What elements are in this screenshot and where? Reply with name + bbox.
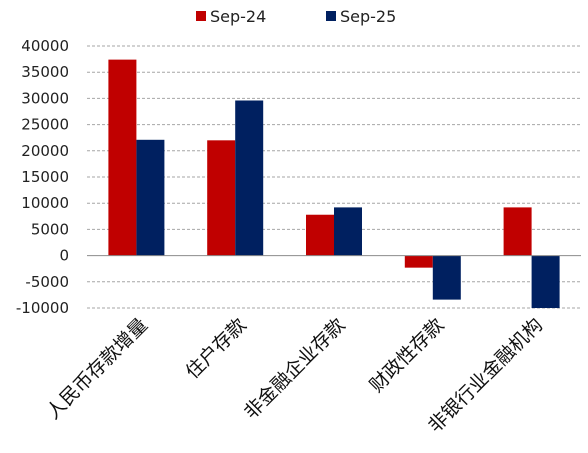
legend-label: Sep-24 [210,7,266,26]
x-category-label: 财政性存款 [366,314,449,397]
y-tick-label: 30000 [21,89,69,107]
bar-sep-24 [306,214,334,256]
bar-sep-25 [136,139,165,256]
y-tick-label: -5000 [25,273,69,291]
x-category-label: 人民币存款增量 [42,314,152,424]
y-tick-label: -10000 [16,299,69,317]
gridlines [87,45,581,309]
bar-sep-25 [334,207,362,256]
bar-sep-24 [207,140,236,256]
legend: Sep-24 Sep-25 [196,7,396,26]
bar-sep-25 [235,100,264,256]
y-axis: -10000 -5000 0 5000 10000 15000 20000 25000 3000… [16,37,69,317]
bar-sep-25 [531,255,560,308]
bar-sep-24 [404,255,433,268]
bars [108,59,560,308]
y-tick-label: 20000 [21,142,69,160]
y-tick-label: 35000 [21,63,69,81]
y-tick-label: 15000 [21,168,69,186]
legend-label: Sep-25 [340,7,396,26]
y-tick-label: 5000 [31,220,69,238]
y-tick-label: 40000 [21,37,69,55]
x-category-label: 住户存款 [181,314,250,383]
bar-sep-25 [432,255,461,300]
y-tick-label: 10000 [21,194,69,212]
bar-sep-24 [503,207,532,256]
y-tick-label: 25000 [21,116,69,134]
x-category-label: 非金融企业存款 [240,314,350,424]
bar-sep-24 [108,59,137,256]
legend-swatch [196,11,206,21]
y-tick-label: 0 [59,247,69,265]
legend-swatch [326,11,336,21]
